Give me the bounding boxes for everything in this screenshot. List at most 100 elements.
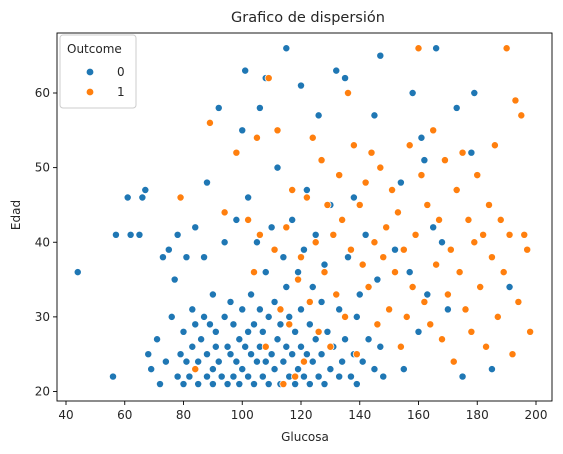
data-point-outcome-1 <box>364 283 373 291</box>
data-point-outcome-0 <box>147 365 156 374</box>
data-point-outcome-0 <box>244 372 253 381</box>
data-point-outcome-0 <box>285 312 294 321</box>
data-point-outcome-0 <box>73 268 82 277</box>
data-point-outcome-0 <box>250 320 258 329</box>
data-point-outcome-0 <box>376 342 385 351</box>
legend-label-1: 1 <box>117 85 125 99</box>
legend-label-0: 0 <box>117 65 125 79</box>
data-point-outcome-0 <box>320 260 329 269</box>
data-point-outcome-0 <box>391 245 399 254</box>
data-point-outcome-1 <box>176 193 185 202</box>
data-point-outcome-1 <box>423 200 432 209</box>
data-point-outcome-0 <box>370 365 379 374</box>
data-point-outcome-0 <box>182 357 191 366</box>
data-point-outcome-0 <box>264 312 273 321</box>
x-tick-label: 60 <box>117 408 132 422</box>
data-point-outcome-0 <box>226 297 235 306</box>
data-point-outcome-1 <box>323 200 332 209</box>
data-point-outcome-0 <box>208 380 217 389</box>
y-tick-label: 20 <box>35 385 50 399</box>
data-point-outcome-1 <box>388 186 397 194</box>
data-point-outcome-1 <box>205 118 214 127</box>
data-point-outcome-0 <box>188 342 197 351</box>
data-point-outcome-0 <box>164 245 173 254</box>
data-point-outcome-0 <box>144 350 153 359</box>
legend-marker-0 <box>85 67 95 77</box>
data-point-outcome-0 <box>317 350 326 359</box>
legend-title: Outcome <box>67 42 122 56</box>
data-point-outcome-0 <box>203 372 211 381</box>
data-point-outcome-0 <box>332 66 341 75</box>
data-point-outcome-1 <box>523 245 532 254</box>
data-point-outcome-1 <box>440 156 449 165</box>
data-point-outcome-0 <box>244 327 253 336</box>
data-point-outcome-0 <box>109 372 117 381</box>
data-point-outcome-0 <box>200 253 209 262</box>
data-point-outcome-0 <box>255 103 264 112</box>
data-point-outcome-1 <box>250 268 258 277</box>
data-point-outcome-1 <box>346 245 355 254</box>
chart-title: Grafico de dispersión <box>231 10 385 26</box>
data-point-outcome-0 <box>423 290 432 299</box>
data-point-outcome-0 <box>135 230 144 239</box>
data-point-outcome-1 <box>473 171 482 180</box>
data-point-outcome-1 <box>244 215 253 224</box>
data-point-outcome-1 <box>252 133 261 142</box>
data-point-outcome-1 <box>376 163 385 172</box>
data-point-outcome-0 <box>267 350 276 359</box>
data-point-outcome-0 <box>458 372 467 381</box>
data-point-outcome-0 <box>326 365 335 374</box>
data-point-outcome-1 <box>308 133 317 142</box>
data-point-outcome-0 <box>205 320 214 329</box>
data-point-outcome-1 <box>487 253 496 262</box>
data-point-outcome-1 <box>520 230 529 239</box>
data-point-outcome-0 <box>220 312 229 321</box>
x-tick-label: 80 <box>176 408 191 422</box>
x-tick-label: 160 <box>407 408 430 422</box>
data-point-outcome-1 <box>232 148 241 157</box>
data-point-outcome-0 <box>267 223 276 232</box>
data-point-outcome-0 <box>291 327 300 336</box>
data-point-outcome-1 <box>426 320 435 329</box>
data-point-outcome-1 <box>396 342 405 351</box>
data-point-outcome-0 <box>211 342 220 351</box>
x-tick-label: 180 <box>466 408 489 422</box>
data-point-outcome-0 <box>258 372 267 381</box>
data-point-outcome-0 <box>341 74 350 83</box>
data-point-outcome-1 <box>452 186 461 194</box>
legend: Outcome 0 1 <box>59 34 137 109</box>
data-point-outcome-0 <box>408 89 417 97</box>
data-point-outcome-1 <box>438 335 446 344</box>
data-point-outcome-0 <box>247 350 256 359</box>
data-point-outcome-0 <box>252 357 261 366</box>
data-point-outcome-0 <box>156 380 164 389</box>
data-point-outcome-1 <box>373 320 382 329</box>
data-point-outcome-1 <box>408 283 417 291</box>
data-point-outcome-1 <box>435 215 444 224</box>
data-point-outcome-0 <box>203 178 211 187</box>
data-point-outcome-0 <box>294 365 303 374</box>
data-point-outcome-0 <box>191 223 200 232</box>
data-point-outcome-1 <box>470 238 479 247</box>
y-tick-label: 60 <box>35 86 50 100</box>
data-point-outcome-1 <box>461 305 470 314</box>
data-point-outcome-1 <box>358 260 367 269</box>
data-point-outcome-0 <box>341 335 350 344</box>
data-point-outcome-0 <box>229 320 238 329</box>
data-point-outcome-0 <box>282 342 291 351</box>
data-point-outcome-1 <box>526 327 535 336</box>
data-point-outcome-0 <box>153 335 162 344</box>
data-point-outcome-0 <box>297 342 305 351</box>
data-point-outcome-1 <box>344 89 352 97</box>
data-point-outcome-1 <box>370 238 379 247</box>
data-point-outcome-0 <box>349 193 358 202</box>
x-tick-label: 140 <box>348 408 371 422</box>
data-point-outcome-0 <box>241 342 250 351</box>
data-point-outcome-1 <box>485 200 493 209</box>
data-point-outcome-1 <box>499 268 508 277</box>
data-point-outcome-1 <box>335 171 344 180</box>
data-point-outcome-1 <box>379 253 388 262</box>
data-point-outcome-1 <box>399 245 408 254</box>
data-point-outcome-0 <box>470 89 479 97</box>
